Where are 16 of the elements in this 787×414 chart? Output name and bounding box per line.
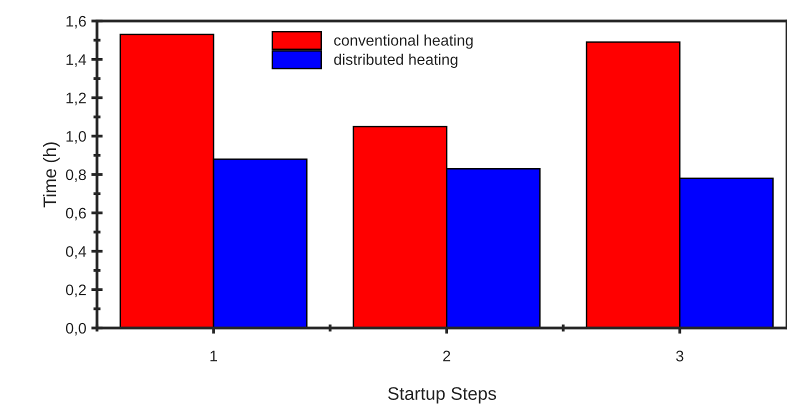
y-tick-label: 0,4	[66, 246, 86, 259]
x-axis-title: Startup Steps	[388, 387, 496, 404]
legend-label: distributed heating	[334, 54, 458, 68]
y-tick-label: 1,6	[66, 16, 86, 28]
y-tick-label: 0,2	[66, 284, 86, 298]
legend-label: conventional heating	[334, 34, 473, 49]
y-axis-title: Time (h)	[42, 142, 60, 208]
y-tick-label: 1,4	[66, 54, 86, 67]
y-tick-label: 0,6	[66, 208, 86, 220]
y-tick-label: 0,0	[66, 322, 86, 336]
y-tick-label: 1,2	[66, 92, 86, 106]
y-tick-label: 0,8	[66, 169, 86, 182]
x-tick-label: 3	[676, 350, 684, 362]
y-tick-label: 1,0	[66, 130, 86, 144]
x-tick-label: 2	[443, 350, 450, 362]
x-tick-label: 1	[210, 350, 218, 362]
